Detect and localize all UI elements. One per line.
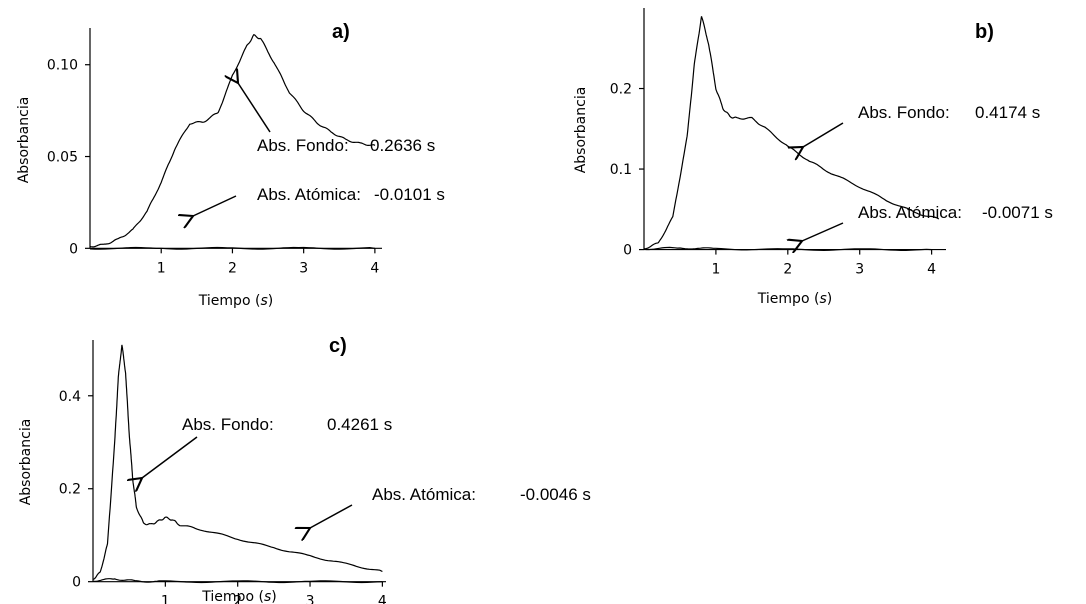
y-tick-label: 0.2 xyxy=(59,482,81,498)
x-axis-label: Tiempo (s) xyxy=(757,291,832,307)
x-tick-label: 1 xyxy=(161,594,170,604)
y-tick-label: 0.05 xyxy=(47,150,78,166)
series-background-absorbance xyxy=(643,16,940,250)
annotation-name: Abs. Fondo: xyxy=(858,103,950,122)
x-tick-label: 4 xyxy=(378,594,387,604)
chart-panel-3: 0 0.2 0.4 1 2 3 4 Absorbancia Tiempo (s) c) Abs. F… xyxy=(18,335,591,604)
annotation-value: -0.0046 s xyxy=(520,485,591,504)
x-tick-label: 1 xyxy=(711,262,720,278)
panel-label: b) xyxy=(975,21,994,43)
y-tick-label: 0.2 xyxy=(610,82,632,98)
x-tick-label: 2 xyxy=(783,262,792,278)
y-tick-label: 0 xyxy=(623,243,632,259)
y-tick-label: 0 xyxy=(72,575,81,591)
x-axis-label: Tiempo (s) xyxy=(201,589,276,604)
series-atomic-absorbance xyxy=(643,246,932,252)
annotation-arrow xyxy=(310,504,353,528)
annotation-value: -0.0101 s xyxy=(374,185,445,204)
y-tick-label: 0.4 xyxy=(59,389,81,405)
annotation-value: 0.2636 s xyxy=(370,136,435,155)
y-axis-label: Absorbancia xyxy=(18,419,34,506)
annotation-value: 0.4261 s xyxy=(327,415,392,434)
chart-panel-2: 0 0.1 0.2 1 2 3 4 Absorbancia Tiempo (s) b) Abs. F… xyxy=(573,8,1053,307)
annotation-name: Abs. Atómica: xyxy=(372,485,476,504)
y-axis-label: Absorbancia xyxy=(16,97,32,184)
x-tick-label: 3 xyxy=(306,594,315,604)
annotation-arrow xyxy=(142,436,198,478)
annotation-name: Abs. Fondo: xyxy=(182,415,274,434)
y-tick-label: 0.1 xyxy=(610,162,632,178)
x-tick-label: 4 xyxy=(927,262,936,278)
x-tick-label: 2 xyxy=(233,594,242,604)
annotation-name: Abs. Atómica: xyxy=(858,203,962,222)
y-tick-label: 0.10 xyxy=(47,58,78,74)
y-tick-label: 0 xyxy=(69,241,78,257)
annotation-value: 0.4174 s xyxy=(975,103,1040,122)
annotation-arrow xyxy=(803,122,844,147)
annotation-name: Abs. Fondo: xyxy=(257,136,349,155)
annotation-arrow xyxy=(193,195,237,216)
series-atomic-absorbance xyxy=(89,246,375,250)
annotation-arrow xyxy=(238,83,271,133)
panel-label: a) xyxy=(332,21,350,43)
annotation-value: -0.0071 s xyxy=(982,203,1053,222)
x-tick-label: 1 xyxy=(157,260,166,276)
x-tick-label: 3 xyxy=(855,262,864,278)
annotation-name: Abs. Atómica: xyxy=(257,185,361,204)
x-axis-label: Tiempo (s) xyxy=(198,293,273,309)
chart-panel-1: 0 0.05 0.10 1 2 3 4 Absorbancia Tiempo (s) a) Abs.… xyxy=(16,21,445,309)
x-tick-label: 2 xyxy=(228,260,237,276)
y-axis-label: Absorbancia xyxy=(573,87,589,174)
series-atomic-absorbance xyxy=(93,578,383,584)
panel-label: c) xyxy=(329,335,347,357)
x-tick-label: 4 xyxy=(370,260,379,276)
series-background-absorbance xyxy=(92,344,383,580)
series-background-absorbance xyxy=(89,34,376,248)
x-tick-label: 3 xyxy=(299,260,308,276)
annotation-arrow xyxy=(802,222,844,241)
